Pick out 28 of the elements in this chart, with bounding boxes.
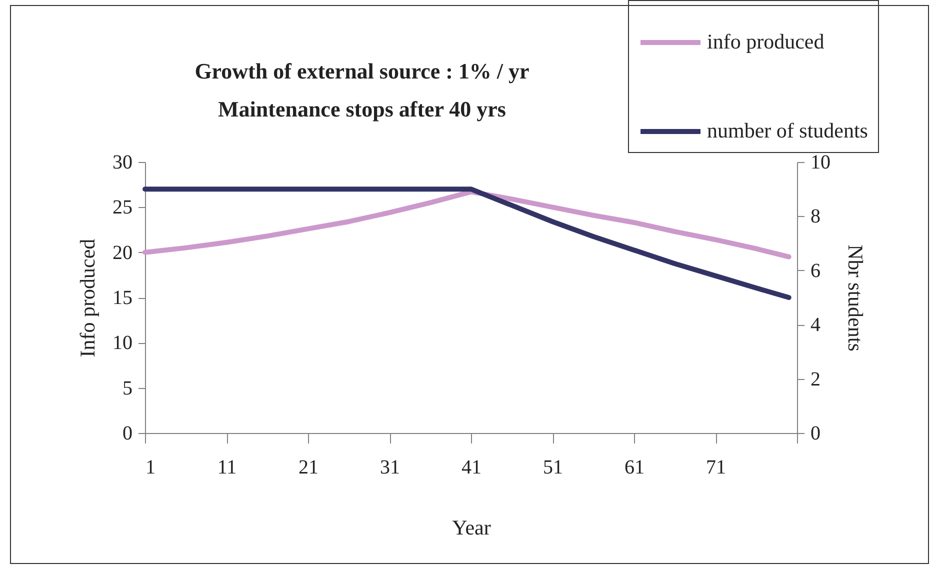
y-axis-title: Info produced bbox=[76, 238, 100, 358]
y-tick-label: 10 bbox=[112, 332, 132, 354]
y-tick-label: 0 bbox=[122, 422, 132, 444]
y-tick-label: 30 bbox=[112, 152, 132, 174]
y2-tick-label: 0 bbox=[810, 422, 820, 444]
y-tick-label: 25 bbox=[112, 196, 132, 219]
y2-tick-label: 4 bbox=[810, 314, 820, 336]
x-tick-label: 41 bbox=[462, 456, 482, 478]
x-tick-label: 51 bbox=[543, 456, 563, 478]
x-tick-label: 61 bbox=[624, 456, 644, 478]
legend-label: info produced bbox=[707, 30, 825, 54]
y-tick-label: 20 bbox=[112, 242, 132, 264]
y2-tick-label: 10 bbox=[810, 152, 830, 174]
y2-tick-label: 8 bbox=[810, 206, 820, 228]
y-tick-label: 15 bbox=[112, 287, 132, 309]
x-tick-label: 1 bbox=[146, 456, 156, 478]
legend-label: number of students bbox=[707, 118, 868, 142]
x-tick-label: 11 bbox=[217, 456, 237, 478]
y2-tick-label: 6 bbox=[810, 260, 820, 282]
y-tick-label: 5 bbox=[122, 377, 132, 400]
text: Growth of external source : 1% / yr bbox=[194, 58, 530, 84]
text: Maintenance stops after 40 yrs bbox=[218, 96, 506, 122]
y2-axis-title: Nbr students bbox=[844, 244, 868, 352]
x-tick-label: 31 bbox=[380, 456, 400, 478]
x-axis-title: Year bbox=[452, 516, 491, 540]
y2-tick-label: 2 bbox=[810, 368, 820, 390]
x-tick-label: 71 bbox=[706, 456, 726, 478]
x-tick-label: 21 bbox=[298, 456, 318, 478]
